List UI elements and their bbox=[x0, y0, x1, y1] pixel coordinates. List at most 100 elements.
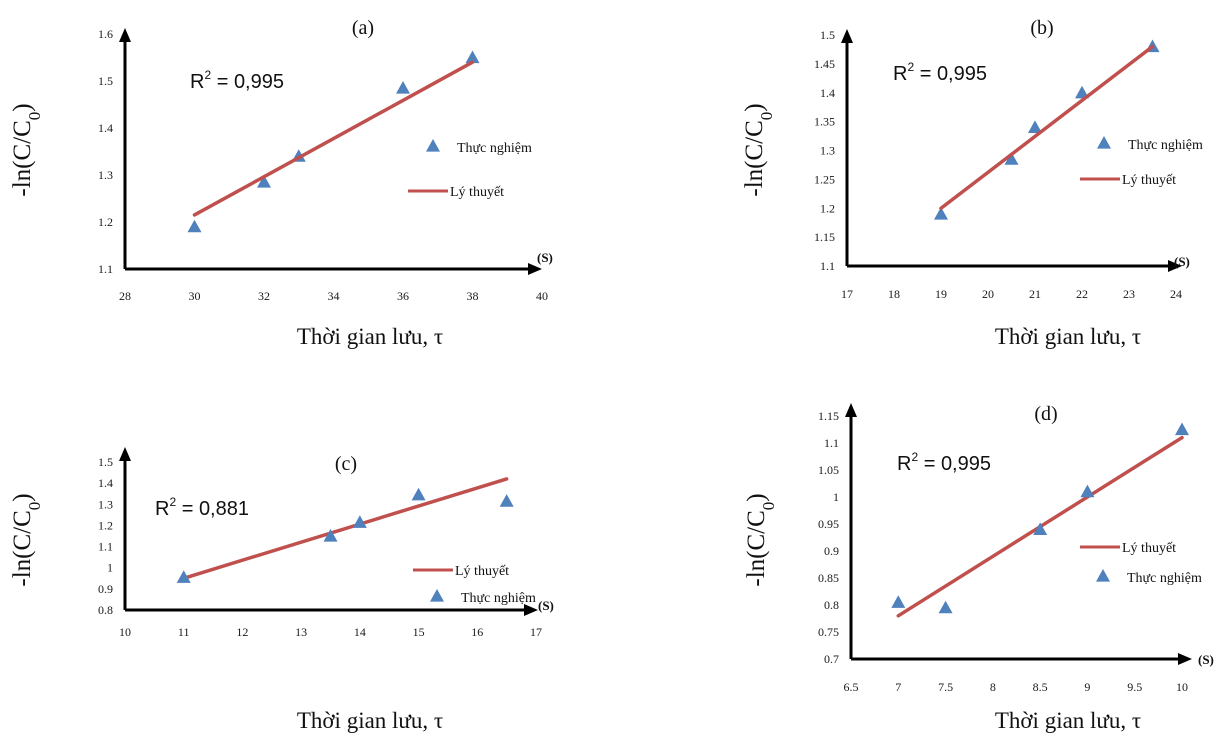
legend-marker-icon bbox=[1096, 569, 1110, 582]
r2-annotation: R2 = 0,881 bbox=[155, 495, 249, 520]
x-tick-label: 22 bbox=[1076, 287, 1088, 301]
x-axis-label: Thời gian lưu, τ bbox=[297, 324, 443, 349]
data-point-marker bbox=[1075, 85, 1089, 99]
fit-line-series bbox=[192, 60, 475, 217]
y-tick-label: 1.4 bbox=[98, 121, 113, 135]
y-axis-arrow bbox=[841, 29, 853, 43]
y-tick-label: 1.3 bbox=[98, 497, 113, 511]
legend-label-experimental: Thực nghiệm bbox=[461, 591, 536, 606]
data-point-marker bbox=[938, 600, 953, 614]
data-point-marker bbox=[1004, 152, 1019, 165]
y-tick-label: 1 bbox=[107, 561, 113, 575]
y-tick-label: 1.05 bbox=[818, 463, 839, 477]
fit-line-series bbox=[939, 44, 1155, 210]
x-tick-label: 9 bbox=[1084, 680, 1090, 694]
x-tick-label: 30 bbox=[189, 289, 201, 303]
y-tick-label: 1.2 bbox=[98, 518, 113, 532]
x-axis-arrow bbox=[1178, 653, 1192, 665]
x-tick-label: 12 bbox=[236, 625, 248, 639]
fit-line-series bbox=[181, 477, 509, 581]
r2-value: 0,881 bbox=[199, 498, 249, 520]
data-point-marker bbox=[396, 81, 410, 94]
x-axis-label: Thời gian lưu, τ bbox=[995, 324, 1141, 349]
x-tick-label: 24 bbox=[1170, 287, 1182, 301]
x-tick-label: 23 bbox=[1123, 287, 1135, 301]
x-tick-label: 17 bbox=[530, 625, 542, 639]
y-axis-label: -ln(C/C0) bbox=[9, 493, 44, 586]
legend-label-theoretical: Lý thuyết bbox=[450, 185, 504, 200]
legend-label-theoretical: Lý thuyết bbox=[1122, 541, 1176, 556]
r2-annotation: R2 = 0,995 bbox=[897, 450, 991, 475]
y-tick-label: 0.8 bbox=[824, 598, 839, 612]
x-tick-label: 7 bbox=[895, 680, 901, 694]
x-unit-label: (S) bbox=[1174, 254, 1190, 269]
legend-marker-icon bbox=[1097, 136, 1111, 149]
x-tick-label: 8 bbox=[990, 680, 996, 694]
r2-value: 0,995 bbox=[937, 63, 987, 85]
x-axis-label: Thời gian lưu, τ bbox=[995, 708, 1141, 733]
y-tick-label: 1.4 bbox=[98, 476, 113, 490]
r2-annotation: R2 = 0,995 bbox=[893, 60, 987, 85]
chart-panel-2: 17 18 19 20 21 22 23 24 1.1 1.15 1.2 1.25 1.3 1.35 1.4… bbox=[741, 17, 1203, 349]
chart-panel-4: 6.5 7 7.5 8 8.5 9 9.5 10 0.7 0.75 0.8 0.85 0.9 0.95 1 1… bbox=[743, 403, 1214, 733]
legend-label-experimental: Thực nghiệm bbox=[1128, 138, 1203, 153]
data-point-marker bbox=[187, 219, 202, 233]
y-tick-label: 1.6 bbox=[98, 27, 113, 41]
y-tick-label: 1.5 bbox=[98, 455, 113, 469]
y-axis-label: -ln(C/C0) bbox=[9, 103, 44, 196]
y-tick-label: 1.2 bbox=[98, 215, 113, 229]
x-tick-label: 9.5 bbox=[1127, 680, 1142, 694]
legend-label-experimental: Thực nghiệm bbox=[457, 141, 532, 156]
y-tick-label: 1.45 bbox=[814, 57, 835, 71]
x-tick-label: 10 bbox=[1176, 680, 1188, 694]
data-point-marker bbox=[934, 207, 948, 220]
x-tick-label: 21 bbox=[1029, 287, 1041, 301]
x-axis-label: Thời gian lưu, τ bbox=[297, 708, 443, 733]
x-tick-label: 32 bbox=[258, 289, 270, 303]
y-tick-label: 1.5 bbox=[820, 28, 835, 42]
x-tick-label: 34 bbox=[328, 289, 340, 303]
y-axis-arrow bbox=[845, 403, 857, 417]
data-point-marker bbox=[1175, 422, 1189, 436]
y-tick-label: 1.1 bbox=[820, 259, 835, 273]
y-tick-label: 1.4 bbox=[820, 86, 835, 100]
y-axis-label: -ln(C/C0) bbox=[743, 493, 778, 586]
x-unit-label: (S) bbox=[537, 250, 553, 265]
data-point-marker bbox=[465, 50, 480, 64]
x-tick-label: 17 bbox=[841, 287, 853, 301]
y-tick-label: 1.5 bbox=[98, 74, 113, 88]
data-point-marker bbox=[1033, 522, 1048, 535]
x-tick-label: 40 bbox=[536, 289, 548, 303]
x-tick-label: 38 bbox=[467, 289, 479, 303]
y-tick-label: 0.9 bbox=[98, 582, 113, 596]
x-tick-label: 36 bbox=[397, 289, 409, 303]
y-tick-label: 0.75 bbox=[818, 625, 839, 639]
y-tick-label: 1.1 bbox=[98, 540, 113, 554]
x-tick-label: 7.5 bbox=[938, 680, 953, 694]
y-tick-label: 1.15 bbox=[814, 230, 835, 244]
x-tick-label: 10 bbox=[119, 625, 131, 639]
legend-label-theoretical: Lý thuyết bbox=[455, 564, 509, 579]
y-axis-label: -ln(C/C0) bbox=[741, 103, 776, 196]
y-tick-label: 0.8 bbox=[98, 603, 113, 617]
y-tick-label: 1.25 bbox=[814, 172, 835, 186]
x-tick-label: 13 bbox=[295, 625, 307, 639]
y-axis-arrow bbox=[119, 28, 131, 42]
y-tick-label: 1.35 bbox=[814, 115, 835, 129]
x-tick-label: 8.5 bbox=[1033, 680, 1048, 694]
y-tick-label: 1.1 bbox=[824, 436, 839, 450]
y-tick-label: 1.15 bbox=[818, 409, 839, 423]
y-tick-label: 1.3 bbox=[98, 168, 113, 182]
data-point-marker bbox=[1080, 484, 1095, 498]
y-tick-label: 1.1 bbox=[98, 262, 113, 276]
x-axis-arrow bbox=[1168, 260, 1182, 272]
r2-annotation: R2 = 0,995 bbox=[190, 68, 284, 93]
x-unit-label: (S) bbox=[538, 598, 554, 613]
data-point-marker bbox=[499, 494, 514, 507]
data-point-marker bbox=[352, 515, 367, 528]
x-tick-label: 20 bbox=[982, 287, 994, 301]
chart-panel-3: 10 11 12 13 14 15 16 17 0.8 0.9 1 1.1 1.2 1.3 1.4 1.5 (S… bbox=[9, 447, 554, 733]
y-tick-label: 0.7 bbox=[824, 652, 839, 666]
data-point-marker bbox=[411, 487, 426, 501]
